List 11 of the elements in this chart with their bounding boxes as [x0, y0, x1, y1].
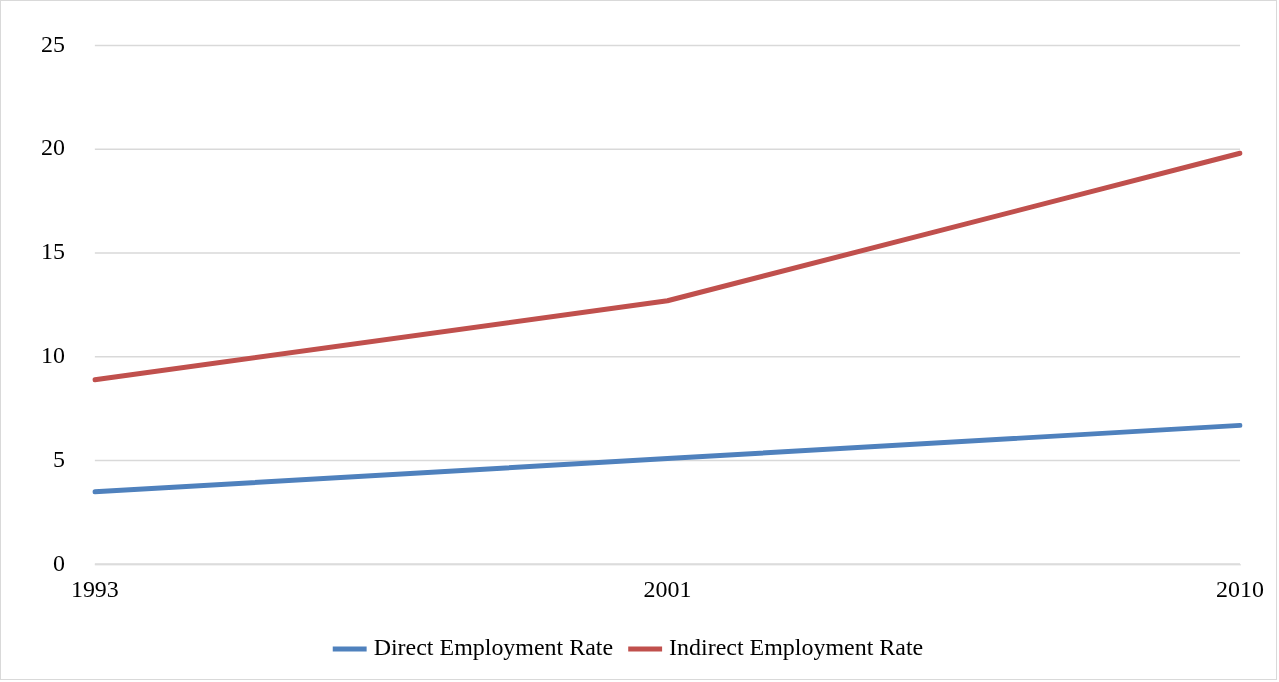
y-tick-label: 25 — [40, 30, 65, 57]
legend-label: Direct Employment Rate — [373, 634, 614, 661]
y-tick-label: 0 — [52, 549, 65, 576]
legend-label: Indirect Employment Rate — [669, 634, 924, 661]
y-tick-label: 5 — [52, 445, 65, 472]
x-tick-label: 1993 — [70, 576, 119, 603]
x-tick-label: 2001 — [643, 576, 692, 603]
y-tick-label: 10 — [40, 342, 65, 369]
y-tick-label: 15 — [40, 238, 65, 265]
y-tick-label: 20 — [40, 134, 65, 161]
x-tick-label: 2010 — [1216, 576, 1265, 603]
